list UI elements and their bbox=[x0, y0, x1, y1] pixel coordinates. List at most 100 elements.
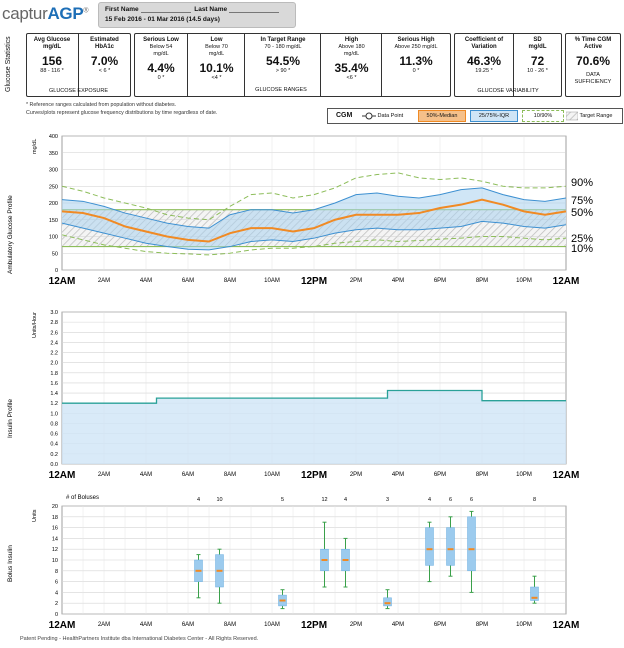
y-tick-label: 2.6 bbox=[50, 330, 58, 336]
in-target-cell: In Target Range 70 - 180 mg/dL 54.5% > 9… bbox=[244, 34, 321, 96]
capturagp-logo: capturAGP® bbox=[2, 4, 89, 23]
y-tick-label: 50 bbox=[52, 251, 58, 257]
x-tick-minor: 2AM bbox=[98, 278, 110, 284]
y-tick-label: 400 bbox=[49, 134, 58, 140]
x-tick-major: 12PM bbox=[301, 620, 327, 631]
y-tick-label: 20 bbox=[52, 504, 58, 510]
first-name-label: First Name bbox=[105, 6, 139, 13]
glucose-exposure-box: Avg Glucose mg/dL 156 88 - 116 * Estimat… bbox=[26, 33, 131, 97]
y-tick-label: 2 bbox=[55, 601, 58, 607]
percentile-label: 90% bbox=[571, 177, 593, 189]
x-tick-minor: 2AM bbox=[98, 472, 110, 478]
p90-line bbox=[61, 172, 567, 221]
bolus-median bbox=[426, 548, 433, 551]
legend-data-point: Data Point bbox=[362, 109, 403, 123]
y-tick-label: 1.2 bbox=[50, 401, 58, 407]
cv-cell: Coefficient of Variation 46.3% 19.25 * bbox=[464, 37, 504, 74]
x-tick-minor: 8AM bbox=[224, 472, 236, 478]
insulin-y-axis-label: Units/Hour bbox=[32, 312, 38, 338]
y-tick-label: 300 bbox=[49, 168, 58, 174]
insulin-section-label: Insulin Profile bbox=[7, 399, 14, 438]
y-tick-label: 0 bbox=[55, 612, 58, 618]
y-tick-label: 1.4 bbox=[50, 391, 58, 397]
x-tick-minor: 4PM bbox=[392, 278, 404, 284]
bolus-count: 8 bbox=[533, 497, 536, 503]
iqr-band bbox=[62, 187, 566, 250]
y-tick-label: 0 bbox=[55, 268, 58, 274]
y-tick-label: 18 bbox=[52, 515, 58, 521]
bolus-count-label: # of Boluses bbox=[66, 495, 99, 501]
bolus-median bbox=[447, 548, 454, 551]
bolus-insulin-chart: Bolus Insulin Units # of Boluses 2018161… bbox=[7, 495, 579, 631]
y-tick-label: 0.0 bbox=[50, 462, 58, 468]
bolus-box bbox=[530, 586, 539, 601]
bolus-section-label: Bolus Insulin bbox=[7, 545, 14, 582]
x-tick-major: 12AM bbox=[553, 276, 580, 287]
bolus-median bbox=[384, 602, 391, 605]
legend-target-range: Target Range bbox=[565, 109, 612, 123]
agp-section-label: Ambulatory Glucose Profile bbox=[7, 195, 14, 274]
bolus-count: 4 bbox=[197, 497, 200, 503]
bolus-median bbox=[321, 559, 328, 561]
variability-caption: GLUCOSE VARIABILITY bbox=[477, 88, 539, 94]
avg-glucose-cell: Avg Glucose mg/dL 156 88 - 116 * bbox=[33, 37, 71, 74]
x-tick-major: 12AM bbox=[49, 470, 76, 481]
p25-line bbox=[61, 220, 567, 251]
x-tick-minor: 6PM bbox=[434, 622, 446, 628]
glucose-statistics-label: Glucose Statistics bbox=[5, 36, 12, 92]
x-tick-minor: 2PM bbox=[350, 278, 362, 284]
y-tick-label: 4 bbox=[55, 590, 58, 596]
bolus-median bbox=[468, 548, 475, 551]
basal-rate-area bbox=[62, 390, 566, 464]
y-tick-label: 2.8 bbox=[50, 320, 58, 326]
x-tick-minor: 6PM bbox=[434, 472, 446, 478]
x-tick-minor: 6AM bbox=[182, 278, 194, 284]
legend-iqr: 25/75%-IQR bbox=[470, 110, 518, 122]
y-tick-label: 350 bbox=[49, 151, 58, 157]
y-tick-label: 2.2 bbox=[50, 351, 58, 357]
bolus-count: 4 bbox=[344, 497, 347, 503]
patient-info-box: First Name Last Name 15 Feb 2016 - 01 Ma… bbox=[98, 2, 296, 28]
y-tick-label: 200 bbox=[49, 201, 58, 207]
legend-median: 50%-Median bbox=[418, 110, 466, 122]
bolus-box bbox=[467, 516, 476, 572]
x-tick-minor: 4PM bbox=[392, 622, 404, 628]
y-tick-label: 250 bbox=[49, 184, 58, 190]
median-line bbox=[61, 198, 567, 243]
insulin-profile-chart: Insulin Profile Units/Hour 3.0 2.8 2.6 2.4 2… bbox=[7, 310, 580, 481]
low-cell: Low Below 70 mg/dL 10.1% <4 * bbox=[187, 34, 245, 96]
x-tick-major: 12AM bbox=[49, 276, 76, 287]
footer-text: Patent Pending - HealthPartners Institut… bbox=[20, 636, 259, 642]
y-tick-label: 2.0 bbox=[50, 361, 58, 367]
cgm-active-cell: % Time CGM Active 70.6% DATA SUFFICIENCY bbox=[574, 37, 612, 85]
x-tick-minor: 2PM bbox=[350, 622, 362, 628]
y-tick-label: 0.2 bbox=[50, 452, 58, 458]
bolus-count: 10 bbox=[216, 497, 222, 503]
bolus-box bbox=[425, 527, 434, 566]
y-tick-label: 6 bbox=[55, 580, 58, 586]
bolus-median bbox=[195, 569, 202, 572]
date-range: 15 Feb 2016 - 01 Mar 2016 (14.5 days) bbox=[105, 16, 220, 23]
y-tick-label: 0.6 bbox=[50, 432, 58, 438]
serious-low-cell: Serious Low Below 54 mg/dL 4.4% 0 * bbox=[143, 37, 179, 81]
agp-y-axis-label: mg/dL bbox=[32, 139, 38, 154]
chart-legend: CGM Data Point 50%-Median 25/75%-IQR 10/… bbox=[327, 108, 623, 124]
bolus-y-axis-label: Units bbox=[32, 509, 38, 522]
exposure-caption: GLUCOSE EXPOSURE bbox=[49, 88, 108, 94]
x-tick-minor: 8PM bbox=[476, 278, 488, 284]
y-tick-label: 3.0 bbox=[50, 310, 58, 316]
percentile-label: 25% bbox=[571, 233, 593, 245]
bolus-median bbox=[531, 596, 538, 599]
x-tick-minor: 10PM bbox=[516, 472, 532, 478]
x-tick-minor: 10AM bbox=[264, 472, 280, 478]
bolus-box bbox=[383, 597, 392, 607]
last-name-label: Last Name bbox=[194, 6, 228, 13]
percentile-label: 75% bbox=[571, 195, 593, 207]
y-tick-label: 8 bbox=[55, 569, 58, 575]
x-tick-minor: 8AM bbox=[224, 622, 236, 628]
percentile-label: 10% bbox=[571, 243, 593, 255]
serious-high-cell: Serious High Above 250 mg/dL 11.3% 0 * bbox=[381, 34, 450, 96]
x-tick-major: 12AM bbox=[553, 470, 580, 481]
y-tick-label: 1.0 bbox=[50, 411, 58, 417]
ambulatory-glucose-profile-chart: Ambulatory Glucose Profile mg/dL 400 350 3… bbox=[7, 134, 593, 287]
